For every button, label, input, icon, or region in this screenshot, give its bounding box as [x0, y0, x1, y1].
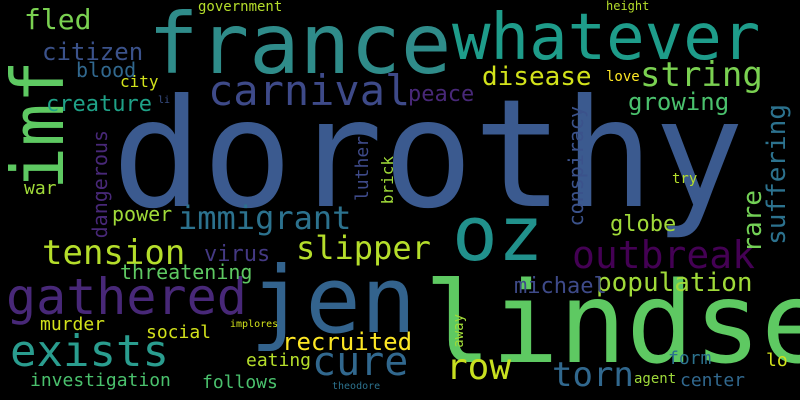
- word-dangerous: dangerous: [88, 130, 112, 239]
- word-immigrant: immigrant: [178, 199, 352, 237]
- word-globe: globe: [610, 212, 677, 237]
- word-brick: brick: [378, 156, 397, 205]
- word-li: li: [158, 95, 171, 106]
- word-fled: fled: [24, 3, 92, 36]
- word-row: row: [446, 347, 512, 388]
- word-lindsey: lindsey: [424, 259, 800, 389]
- word-citizen: citizen: [42, 38, 144, 66]
- word-torn: torn: [552, 355, 634, 395]
- word-investigation: investigation: [30, 370, 171, 391]
- word-whatever: whatever: [452, 1, 761, 75]
- word-power: power: [112, 202, 173, 226]
- word-agent: agent: [634, 371, 677, 387]
- word-imf: imf: [0, 60, 80, 191]
- word-away: away: [451, 314, 467, 348]
- word-recruited: recruited: [282, 328, 413, 356]
- word-exists: exists: [10, 326, 169, 377]
- word-slipper: slipper: [296, 229, 431, 267]
- word-city: city: [120, 72, 159, 91]
- word-luther: luther: [352, 136, 373, 202]
- word-carnival: carnival: [208, 66, 411, 115]
- word-creature: creature: [46, 92, 152, 117]
- word-string: string: [640, 55, 763, 95]
- word-peace: peace: [408, 82, 475, 107]
- word-virus: virus: [204, 242, 271, 267]
- word-disease: disease: [482, 62, 592, 92]
- word-oz: oz: [452, 189, 544, 278]
- word-threatening: threatening: [120, 260, 253, 284]
- word-follows: follows: [202, 372, 278, 393]
- word-lo: lo: [766, 350, 788, 371]
- word-france: france: [148, 0, 452, 93]
- word-form: form: [668, 348, 712, 369]
- word-dorothy: dorothy: [112, 68, 745, 242]
- word-cure: cure: [312, 339, 409, 385]
- word-eating: eating: [246, 350, 312, 371]
- word-jen: jen: [250, 247, 417, 354]
- word-blood: blood: [76, 58, 137, 82]
- word-implores: implores: [230, 319, 279, 330]
- word-michael: michael: [514, 274, 607, 299]
- word-love: love: [606, 69, 640, 85]
- word-murder: murder: [40, 314, 106, 335]
- word-theodore: theodore: [332, 381, 381, 392]
- word-height: height: [606, 0, 650, 13]
- word-rare: rare: [738, 190, 768, 253]
- word-war: war: [24, 178, 57, 199]
- word-population: population: [596, 268, 753, 298]
- word-social: social: [146, 322, 212, 343]
- word-gathered: gathered: [6, 268, 247, 326]
- word-tension: tension: [42, 233, 186, 273]
- word-government: government: [198, 0, 283, 15]
- word-outbreak: outbreak: [572, 233, 756, 277]
- word-growing: growing: [628, 88, 730, 116]
- word-try: try: [672, 171, 698, 187]
- word-center: center: [680, 370, 746, 391]
- word-conspiracy: conspiracy: [564, 106, 588, 227]
